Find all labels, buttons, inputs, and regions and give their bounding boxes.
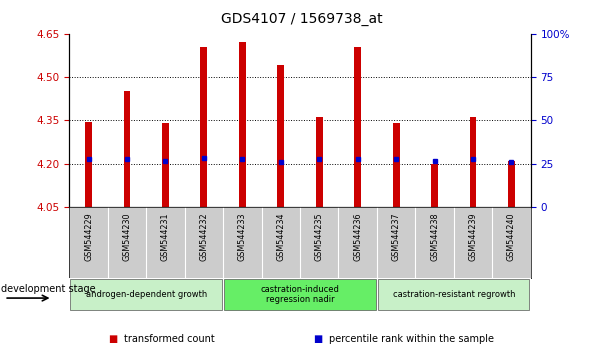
Text: GSM544234: GSM544234 (276, 212, 285, 261)
Text: GSM544235: GSM544235 (315, 212, 324, 261)
Text: GSM544231: GSM544231 (161, 212, 170, 261)
Bar (200, 47, 207, 207)
Text: castration-resistant regrowth: castration-resistant regrowth (393, 290, 515, 299)
Text: ■: ■ (314, 334, 323, 344)
Text: GSM544232: GSM544232 (200, 212, 209, 261)
Bar (316, 118, 323, 207)
FancyBboxPatch shape (71, 279, 222, 310)
Text: GSM544240: GSM544240 (507, 212, 516, 261)
Bar (354, 47, 361, 207)
Text: development stage: development stage (1, 284, 96, 295)
FancyBboxPatch shape (224, 279, 376, 310)
Text: androgen-dependent growth: androgen-dependent growth (86, 290, 207, 299)
Text: castration-induced
regression nadir: castration-induced regression nadir (260, 285, 339, 304)
Bar (393, 123, 400, 207)
Bar (470, 118, 476, 207)
Text: ■: ■ (109, 334, 118, 344)
Bar (508, 161, 515, 207)
Bar (239, 42, 246, 207)
Bar (277, 65, 284, 207)
Text: GSM544237: GSM544237 (391, 212, 400, 261)
Bar (85, 122, 92, 207)
Text: transformed count: transformed count (124, 334, 214, 344)
Text: GSM544238: GSM544238 (430, 212, 439, 261)
Bar (431, 164, 438, 207)
Text: GSM544233: GSM544233 (238, 212, 247, 261)
Bar (162, 123, 169, 207)
Text: GSM544236: GSM544236 (353, 212, 362, 261)
Text: percentile rank within the sample: percentile rank within the sample (329, 334, 494, 344)
Text: GSM544239: GSM544239 (469, 212, 478, 261)
Text: GSM544229: GSM544229 (84, 212, 93, 261)
Text: GSM544230: GSM544230 (122, 212, 131, 261)
FancyBboxPatch shape (378, 279, 529, 310)
Text: GDS4107 / 1569738_at: GDS4107 / 1569738_at (221, 12, 382, 27)
Bar (124, 91, 130, 207)
